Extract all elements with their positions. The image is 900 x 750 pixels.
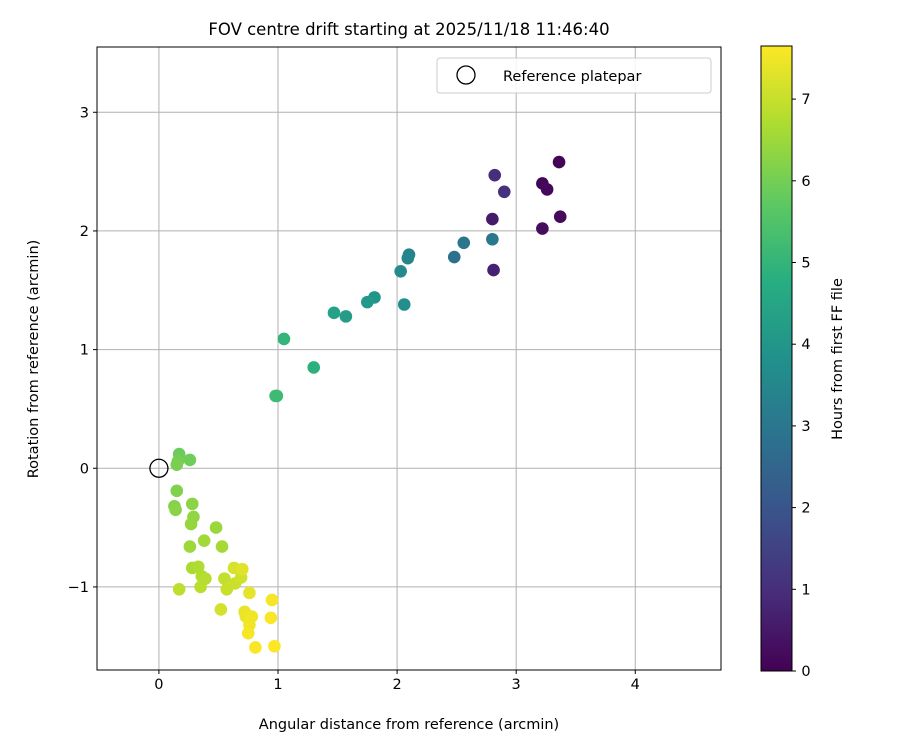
x-axis-ticks: 0 1 2 3 4 [154, 670, 640, 693]
y-tick-label: 0 [80, 461, 89, 477]
x-tick-label: 2 [392, 677, 401, 693]
scatter-point [327, 306, 341, 320]
x-axis-label: Angular distance from reference (arcmin) [259, 717, 559, 733]
scatter-point [214, 603, 228, 616]
chart-title: FOV centre drift starting at 2025/11/18 … [208, 20, 609, 39]
colorbar-tick-label: 6 [801, 174, 810, 190]
scatter-point [218, 572, 231, 585]
x-tick-label: 0 [154, 677, 163, 693]
x-tick-label: 4 [631, 677, 640, 693]
scatter-point [172, 583, 186, 596]
scatter-point [540, 183, 554, 196]
scatter-point [169, 503, 182, 517]
scatter-point [183, 540, 197, 553]
scatter-point [457, 236, 471, 250]
scatter-point [307, 361, 321, 374]
plot-frame [96, 46, 722, 671]
scatter-point [170, 458, 184, 472]
scatter-point [170, 484, 184, 498]
colorbar-tick-label: 7 [801, 92, 810, 108]
y-axis-label: Rotation from reference (arcmin) [26, 240, 42, 479]
scatter-point [394, 264, 407, 278]
scatter-point [183, 453, 197, 467]
scatter-point [194, 580, 207, 594]
scatter-point [397, 298, 411, 311]
scatter-point [487, 263, 500, 277]
legend-reference-icon [456, 65, 476, 85]
scatter-point [486, 232, 499, 246]
scatter-point [249, 641, 262, 654]
legend: Reference platepar [436, 57, 712, 94]
scatter-point [235, 562, 249, 576]
scatter-point [265, 593, 279, 607]
scatter-point [184, 517, 198, 531]
scatter-point [536, 222, 549, 235]
colorbar-tick-label: 3 [801, 419, 810, 435]
y-tick-label: −1 [68, 580, 89, 596]
data-points [168, 155, 567, 654]
y-tick-label: 3 [80, 105, 89, 121]
scatter-point [269, 389, 282, 403]
y-tick-label: 2 [80, 224, 89, 240]
colorbar-tick-label: 0 [801, 664, 810, 680]
reference-platepar-marker [149, 458, 169, 478]
colorbar-tick-label: 4 [801, 337, 810, 353]
colorbar-label: Hours from first FF file [830, 278, 846, 440]
colorbar-gradient [760, 45, 793, 672]
scatter-point [209, 521, 223, 534]
scatter-point [197, 534, 211, 547]
colorbar-tick-label: 1 [801, 582, 810, 598]
grid-lines [97, 47, 721, 670]
colorbar-tick-label: 5 [801, 256, 810, 272]
scatter-point [277, 332, 291, 346]
y-axis-ticks: −1 0 1 2 3 [68, 105, 97, 596]
x-tick-label: 3 [512, 677, 521, 693]
scatter-point [497, 185, 511, 199]
legend-box [436, 57, 712, 94]
x-tick-label: 1 [273, 677, 282, 693]
colorbar-ticks: 0 1 2 3 4 5 6 7 [792, 92, 811, 680]
scatter-point [185, 497, 199, 511]
scatter-point [553, 210, 567, 223]
scatter-point [361, 295, 374, 309]
scatter-point [339, 310, 353, 323]
colorbar-tick-label: 2 [801, 501, 810, 517]
scatter-point [552, 155, 566, 169]
scatter-point [447, 250, 461, 264]
scatter-point [488, 168, 502, 182]
scatter-point [243, 586, 256, 600]
scatter-point [191, 560, 205, 574]
scatter-point [486, 212, 499, 226]
scatter-point [401, 251, 415, 265]
y-tick-label: 1 [80, 343, 89, 359]
scatter-point [215, 540, 229, 553]
scatter-point [241, 626, 255, 640]
legend-label: Reference platepar [503, 69, 641, 85]
colorbar: 0 1 2 3 4 5 6 7 Hours from first FF file [760, 45, 846, 680]
scatter-point [264, 611, 278, 625]
scatter-point [268, 639, 281, 653]
